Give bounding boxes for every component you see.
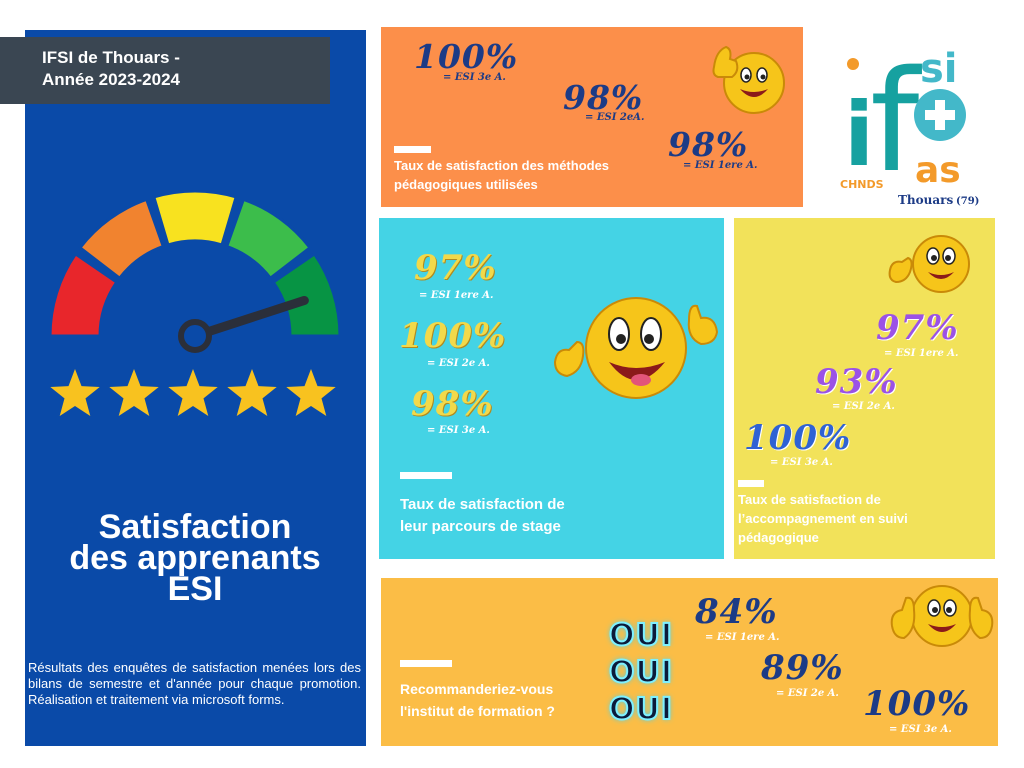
five-star-rating xyxy=(50,369,336,416)
logo-city: Thouars xyxy=(898,193,953,207)
stage-stat-label: = ESI 2e A. xyxy=(427,358,490,369)
logo-dept: (79) xyxy=(956,196,979,207)
stage-stat-value: 100% xyxy=(399,316,507,356)
stage-caption: Taux de satisfaction de leur parcours de… xyxy=(400,494,565,538)
oui-neon-text: OUI xyxy=(608,654,674,691)
star-icon xyxy=(50,369,100,416)
recommend-stat-label: = ESI 3e A. xyxy=(889,724,952,735)
gauge-segment xyxy=(48,251,119,338)
main-title-line2: des apprenants xyxy=(69,539,321,577)
recommend-caption: Recommanderiez-vous l'institut de format… xyxy=(400,678,555,722)
gauge-hub xyxy=(178,319,212,353)
gauge-needle xyxy=(205,295,309,336)
main-title: Satisfaction des apprenants ESI xyxy=(40,508,350,608)
logo-letter-i: i xyxy=(844,83,874,186)
methods-stat-label: = ESI 2eA. xyxy=(585,112,645,123)
methods-stat-label: = ESI 3e A. xyxy=(443,72,506,83)
star-icon xyxy=(227,369,277,416)
suivi-stat-value: 100% xyxy=(744,418,852,458)
main-title-line1: Satisfaction xyxy=(98,508,292,546)
recommend-stat-value: 89% xyxy=(761,648,844,688)
double-thumbs-up-smiley-icon xyxy=(890,585,994,647)
recommend-stat-label: = ESI 2e A. xyxy=(776,688,839,699)
caption-divider xyxy=(394,146,431,153)
header-line2: Année 2023-2024 xyxy=(42,70,180,89)
happy-smiley-icon xyxy=(888,235,970,293)
oui-neon-text: OUI xyxy=(608,691,674,728)
methods-stat-value: 100% xyxy=(414,37,519,76)
stage-caption-line2: leur parcours de stage xyxy=(400,518,561,535)
gauge-segment xyxy=(224,197,313,281)
recommend-stat-value: 84% xyxy=(695,592,778,632)
logo-letter-f: f xyxy=(870,41,922,204)
footnote: Résultats des enquêtes de satisfaction m… xyxy=(28,660,361,707)
main-title-line3: ESI xyxy=(167,570,223,608)
methods-stat-value: 98% xyxy=(563,78,644,117)
methods-stat-value: 98% xyxy=(668,125,749,164)
card-internship: 97% = ESI 1ere A. 100% = ESI 2e A. 98% =… xyxy=(379,218,724,559)
logo-dot xyxy=(847,58,859,70)
gauge-segment xyxy=(77,197,166,281)
recommend-stat-label: = ESI 1ere A. xyxy=(705,632,780,643)
suivi-stat-label: = ESI 3e A. xyxy=(770,457,833,468)
logo-letters-bottom: as xyxy=(915,150,961,191)
gauge-segment xyxy=(271,251,342,338)
caption-divider xyxy=(400,660,452,667)
satisfaction-gauge xyxy=(48,189,342,353)
suivi-stat-value: 93% xyxy=(815,362,898,402)
caption-divider xyxy=(400,472,452,479)
thumbs-up-smiley-icon xyxy=(712,45,785,114)
stage-stat-label: = ESI 1ere A. xyxy=(419,290,494,301)
suivi-stat-label: = ESI 1ere A. xyxy=(884,348,959,359)
excited-smiley-icon xyxy=(553,297,719,399)
star-icon xyxy=(286,369,336,416)
stage-stat-value: 98% xyxy=(411,384,494,424)
stage-stat-value: 97% xyxy=(414,248,497,288)
recommend-caption-line1: Recommanderiez-vous xyxy=(400,681,554,697)
recommend-caption-line2: l'institut de formation ? xyxy=(400,703,555,719)
card-teaching-methods: 100% = ESI 3e A. 98% = ESI 2eA. 98% = ES… xyxy=(381,27,803,207)
logo-letters-top: si xyxy=(920,46,958,92)
suivi-caption: Taux de satisfaction de l’accompagnement… xyxy=(738,492,908,545)
card-pedagogical-support: 97% = ESI 1ere A. 93% = ESI 2e A. 100% =… xyxy=(734,218,995,559)
methods-caption: Taux de satisfaction des méthodes pédago… xyxy=(394,158,610,192)
recommend-stat-value: 100% xyxy=(863,684,971,724)
caption-divider xyxy=(738,480,764,487)
ifsi-logo: i f si as CHNDS Thouars (79) xyxy=(840,41,979,207)
card-recommendation: Recommanderiez-vous l'institut de format… xyxy=(381,578,998,746)
header-line1: IFSI de Thouars - xyxy=(42,48,180,67)
stage-caption-line1: Taux de satisfaction de xyxy=(400,496,565,513)
oui-neon-text: OUI xyxy=(608,617,674,654)
header-tag: IFSI de Thouars - Année 2023-2024 xyxy=(0,37,330,104)
star-icon xyxy=(109,369,159,416)
suivi-stat-value: 97% xyxy=(876,308,959,348)
methods-stat-label: = ESI 1ere A. xyxy=(683,160,758,171)
logo-chnds: CHNDS xyxy=(840,178,884,191)
star-icon xyxy=(168,369,218,416)
suivi-stat-label: = ESI 2e A. xyxy=(832,401,895,412)
gauge-segment xyxy=(151,189,239,247)
stage-stat-label: = ESI 3e A. xyxy=(427,425,490,436)
